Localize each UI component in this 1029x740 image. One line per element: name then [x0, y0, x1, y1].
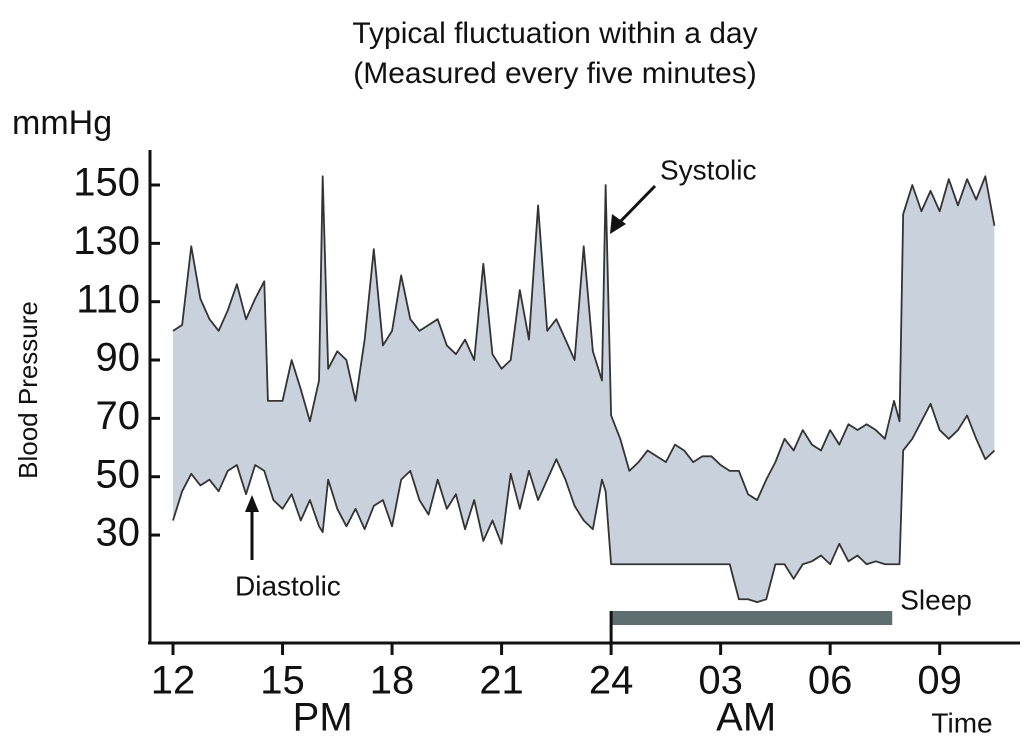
- sleep-bar: [611, 611, 893, 625]
- chart-subtitle: (Measured every five minutes): [353, 57, 756, 90]
- x-tick-label: 18: [370, 659, 415, 703]
- y-tick-label: 70: [96, 394, 141, 438]
- x-tick-label: 03: [698, 659, 743, 703]
- plot-area: [172, 175, 996, 643]
- range-fill: [173, 176, 995, 603]
- y-tick-label: 90: [96, 336, 141, 380]
- y-tick-label: 50: [96, 452, 141, 496]
- x-tick-label: 15: [260, 659, 305, 703]
- period-label: AM: [716, 696, 776, 740]
- y-tick-label: 150: [73, 161, 140, 205]
- y-tick-label: 130: [73, 219, 140, 263]
- chart-title: Typical fluctuation within a day: [352, 17, 757, 50]
- diastolic-label: Diastolic: [235, 570, 341, 601]
- series-line: [172, 402, 996, 604]
- period-label: PM: [293, 696, 353, 740]
- x-tick-label: 12: [151, 659, 196, 703]
- diastolic-arrowhead: [245, 495, 259, 512]
- systolic-arrowhead: [610, 214, 626, 234]
- y-unit: mmHg: [12, 104, 112, 142]
- y-tick-label: 110: [76, 277, 140, 321]
- x-tick-label: 24: [589, 659, 634, 703]
- systolic-arrow: [614, 184, 657, 228]
- x-tick-label: 21: [479, 659, 524, 703]
- x-tick-label: 06: [808, 659, 853, 703]
- x-tick-label: 09: [917, 659, 962, 703]
- y-tick-label: 30: [96, 511, 141, 555]
- x-axis-label: Time: [931, 707, 992, 738]
- sleep-label: Sleep: [900, 584, 972, 615]
- series-line: [172, 175, 996, 501]
- y-axis-label: Blood Pressure: [13, 301, 43, 479]
- systolic-label: Systolic: [660, 154, 756, 185]
